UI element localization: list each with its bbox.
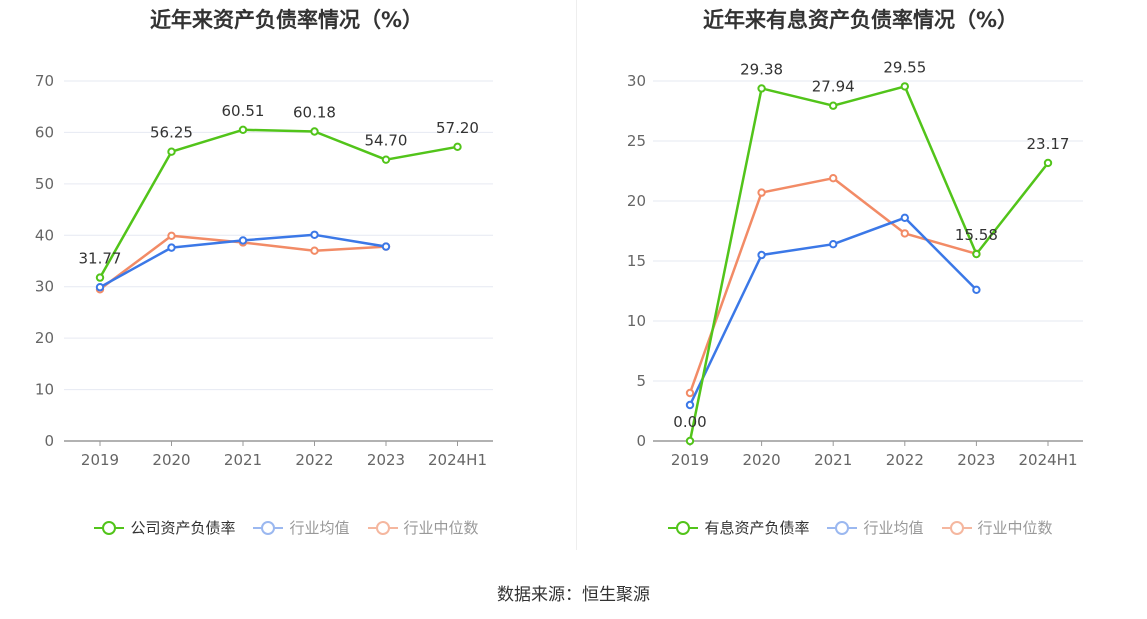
data-point [453, 142, 462, 152]
legend-label: 行业中位数 [977, 519, 1053, 537]
y-tick-label: 40 [35, 226, 54, 244]
legend-item-industry-mean[interactable]: 行业均值 [253, 517, 350, 538]
data-point [685, 388, 695, 398]
y-tick-label: 60 [35, 123, 54, 141]
legend-marker-icon [827, 520, 858, 535]
legend-label: 有息资产负债率 [704, 519, 810, 537]
data-point [972, 249, 981, 259]
data-point [972, 285, 981, 294]
y-tick-label: 25 [627, 132, 646, 150]
data-point [757, 188, 766, 197]
data-point [1043, 158, 1053, 168]
x-tick-label: 2020 [152, 451, 190, 469]
data-label: 57.20 [436, 119, 479, 137]
x-tick-label: 2021 [224, 451, 262, 469]
chart-svg-interest-debt-ratio: 0 5 10 15 20 25 30 2019 2020 2021 2022 2023 2024H1 0.… [627, 58, 1083, 469]
legend-marker-icon [367, 520, 398, 535]
data-point [900, 229, 909, 238]
x-tick-label: 2024H1 [428, 451, 487, 469]
data-label: 0.00 [673, 413, 706, 431]
data-point [310, 246, 319, 255]
data-point [167, 243, 176, 252]
data-point [829, 101, 838, 110]
y-tick-label: 10 [627, 312, 646, 330]
chart-title: 近年来资产负债率情况（%） [149, 8, 424, 32]
x-tick-label: 2022 [295, 451, 333, 469]
data-label: 54.70 [365, 132, 408, 150]
y-tick-label: 0 [44, 432, 54, 450]
y-tick-label: 30 [35, 278, 54, 296]
x-tick-label: 2023 [957, 451, 995, 469]
legend: 有息资产负债率 行业均值 行业中位数 [574, 517, 1147, 538]
data-label: 31.77 [79, 250, 122, 268]
x-tick-label: 2019 [81, 451, 119, 469]
data-point [757, 250, 766, 260]
series-line [688, 85, 1049, 442]
x-tick-label: 2024H1 [1019, 451, 1078, 469]
data-point [310, 127, 319, 136]
legend-marker-icon [668, 520, 699, 535]
data-label: 60.18 [293, 104, 336, 122]
data-label: 56.25 [150, 124, 193, 142]
legend-marker-icon [94, 520, 125, 535]
legend-label: 行业中位数 [403, 519, 479, 537]
legend: 公司资产负债率 行业均值 行业中位数 [0, 517, 573, 538]
legend-item-industry-median[interactable]: 行业中位数 [367, 517, 479, 538]
chart-panel-interest-debt-ratio: 0 5 10 15 20 25 30 2019 2020 2021 2022 2023 2024H1 0.… [574, 0, 1147, 560]
data-point [238, 125, 248, 135]
y-tick-label: 5 [636, 372, 646, 390]
x-tick-label: 2023 [367, 451, 405, 469]
data-point [95, 273, 105, 282]
legend-item-company[interactable]: 有息资产负债率 [668, 517, 809, 538]
chart-panel-debt-ratio: 0 10 20 30 40 50 60 70 2019 2020 2021 2022 2023 2024H… [0, 0, 573, 560]
data-point [900, 82, 909, 91]
data-point [167, 147, 176, 156]
y-tick-label: 70 [35, 72, 54, 90]
panel-divider [576, 0, 577, 550]
y-tick-label: 20 [35, 329, 54, 347]
y-tick-label: 30 [627, 72, 646, 90]
data-label: 23.17 [1027, 135, 1070, 153]
series-line [688, 176, 977, 394]
legend-item-industry-median[interactable]: 行业中位数 [941, 517, 1053, 538]
series-line [98, 128, 458, 279]
y-tick-label: 50 [35, 175, 54, 193]
data-label: 60.51 [222, 102, 265, 120]
x-tick-label: 2019 [671, 451, 709, 469]
data-point [900, 213, 909, 223]
legend-item-company[interactable]: 公司资产负债率 [94, 517, 235, 538]
chart-title: 近年来有息资产负债率情况（%） [702, 8, 1019, 32]
y-tick-label: 20 [627, 192, 646, 210]
data-point [381, 242, 391, 251]
data-point [381, 155, 391, 164]
legend-marker-icon [253, 520, 284, 535]
x-tick-label: 2021 [814, 451, 852, 469]
data-point [95, 283, 105, 292]
data-point [685, 436, 695, 446]
legend-label: 行业均值 [289, 519, 350, 537]
y-tick-label: 15 [627, 252, 646, 270]
y-tick-label: 10 [35, 381, 54, 399]
legend-marker-icon [941, 520, 972, 535]
data-label: 15.58 [955, 226, 998, 244]
data-label: 29.38 [740, 60, 783, 78]
legend-label: 行业均值 [863, 519, 924, 537]
data-point [829, 174, 838, 183]
data-point [757, 84, 766, 93]
legend-label: 公司资产负债率 [130, 519, 236, 537]
data-point [167, 231, 176, 241]
data-point [238, 236, 248, 245]
source-note: 数据来源：恒生聚源 [497, 585, 650, 605]
data-point [310, 230, 319, 239]
x-tick-label: 2022 [886, 451, 924, 469]
data-point [829, 240, 838, 249]
data-label: 29.55 [883, 58, 926, 76]
y-tick-label: 0 [636, 432, 646, 450]
legend-item-industry-mean[interactable]: 行业均值 [827, 517, 924, 538]
data-label: 27.94 [812, 78, 855, 96]
x-tick-label: 2020 [743, 451, 781, 469]
chart-svg-debt-ratio: 0 10 20 30 40 50 60 70 2019 2020 2021 2022 2023 2024H… [35, 72, 493, 469]
data-point [685, 400, 695, 410]
